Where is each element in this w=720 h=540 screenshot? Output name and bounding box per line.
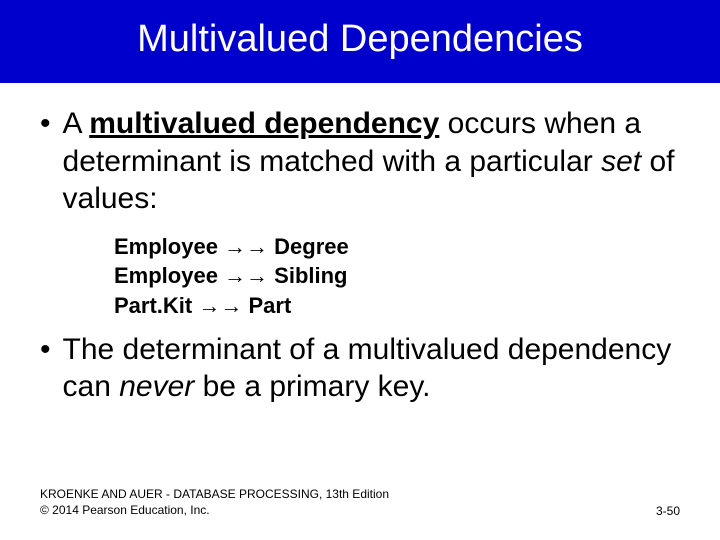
ex2-right: Sibling (268, 263, 347, 288)
footer: KROENKE AND AUER - DATABASE PROCESSING, … (40, 486, 680, 518)
ex1-right: Degree (268, 234, 349, 259)
slide-title: Multivalued Dependencies (0, 18, 720, 61)
bullet-1-text: A multivalued dependency occurs when a d… (63, 105, 680, 218)
example-line-3: Part.Kit →→ Part (114, 291, 680, 321)
footer-line-1: KROENKE AND AUER - DATABASE PROCESSING, … (40, 486, 389, 502)
footer-page-number: 3-50 (656, 504, 680, 518)
footer-line-2: © 2014 Pearson Education, Inc. (40, 502, 389, 518)
bullet-mark: • (40, 105, 51, 218)
ex1-left: Employee (114, 234, 224, 259)
bullet-1-prefix: A (63, 107, 90, 140)
bullet-1-italic: set (601, 145, 641, 178)
ex1-arrow: →→ (224, 234, 268, 259)
ex3-left: Part.Kit (114, 293, 198, 318)
ex3-arrow: →→ (198, 293, 242, 318)
bullet-2: • The determinant of a multivalued depen… (40, 331, 680, 406)
ex3-right: Part (242, 293, 291, 318)
examples-block: Employee →→ Degree Employee →→ Sibling P… (40, 222, 680, 331)
bullet-1: • A multivalued dependency occurs when a… (40, 105, 680, 218)
footer-left: KROENKE AND AUER - DATABASE PROCESSING, … (40, 486, 389, 518)
bullet-1-term: multivalued dependency (89, 107, 439, 140)
ex2-left: Employee (114, 263, 224, 288)
bullet-2-text: The determinant of a multivalued depende… (63, 331, 680, 406)
title-bar: Multivalued Dependencies (0, 0, 720, 83)
ex2-arrow: →→ (224, 263, 268, 288)
content-area: • A multivalued dependency occurs when a… (0, 83, 720, 406)
example-line-2: Employee →→ Sibling (114, 261, 680, 291)
bullet-2-rest: be a primary key. (194, 370, 430, 403)
bullet-mark: • (40, 331, 51, 406)
bullet-2-italic: never (119, 370, 194, 403)
example-line-1: Employee →→ Degree (114, 232, 680, 262)
